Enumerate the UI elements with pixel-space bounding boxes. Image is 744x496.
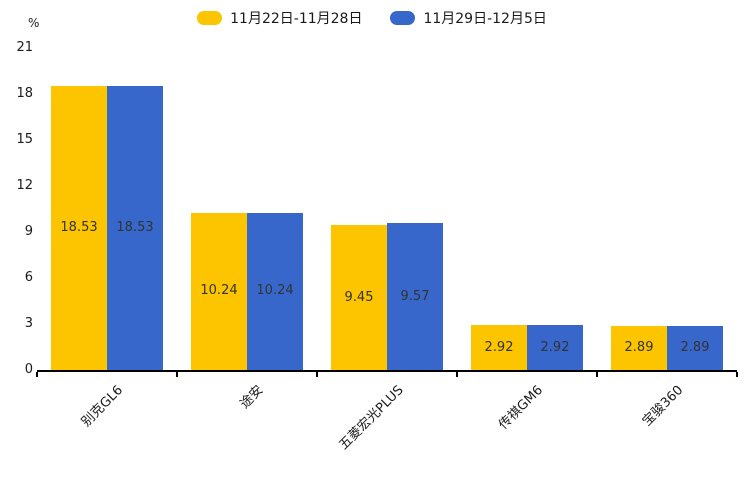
x-axis-category-label: 途安 <box>237 382 267 412</box>
bar-series1-宝骏360[interactable] <box>611 325 667 370</box>
x-axis-tick <box>456 372 458 377</box>
legend: 11月22日-11月28日 11月29日-12月5日 <box>0 6 744 30</box>
x-axis-tick <box>736 372 738 377</box>
bar-series2-别克GL6[interactable] <box>107 85 163 370</box>
y-axis-unit-label: % <box>28 16 40 30</box>
legend-item-series-1[interactable]: 11月22日-11月28日 <box>197 8 362 28</box>
x-axis-tick <box>316 372 318 377</box>
x-axis-category-label: 宝骏360 <box>639 382 687 430</box>
legend-label: 11月22日-11月28日 <box>230 11 363 27</box>
y-axis-tick-label: 3 <box>24 316 33 331</box>
x-axis-category-label: 别克GL6 <box>79 382 127 430</box>
y-axis-tick-label: 18 <box>16 86 33 101</box>
bar-series1-五菱宏光PLUS[interactable] <box>331 225 387 370</box>
bar-series2-途安[interactable] <box>247 212 303 370</box>
x-axis-line <box>37 370 737 372</box>
y-axis-tick-label: 15 <box>16 132 33 147</box>
legend-swatch-icon <box>197 11 223 25</box>
y-axis-tick-label: 9 <box>24 224 33 239</box>
bar-series1-别克GL6[interactable] <box>51 85 107 370</box>
y-axis-tick-label: 21 <box>16 40 33 55</box>
y-axis-tick-label: 0 <box>24 362 33 377</box>
y-axis-tick-label: 12 <box>16 178 33 193</box>
bar-series2-五菱宏光PLUS[interactable] <box>387 223 443 370</box>
bar-series2-宝骏360[interactable] <box>667 325 723 370</box>
legend-swatch-icon <box>390 11 416 25</box>
x-axis-category-label: 五菱宏光PLUS <box>336 382 407 453</box>
x-axis-tick <box>596 372 598 377</box>
legend-item-series-2[interactable]: 11月29日-12月5日 <box>390 8 547 28</box>
bar-series1-传祺GM6[interactable] <box>471 325 527 370</box>
x-axis-category-label: 传祺GM6 <box>496 382 547 433</box>
y-axis-tick-label: 6 <box>24 270 33 285</box>
bar-series2-传祺GM6[interactable] <box>527 325 583 370</box>
x-axis-tick <box>176 372 178 377</box>
bar-series1-途安[interactable] <box>191 212 247 370</box>
legend-label: 11月29日-12月5日 <box>423 11 547 27</box>
x-axis-tick <box>36 372 38 377</box>
